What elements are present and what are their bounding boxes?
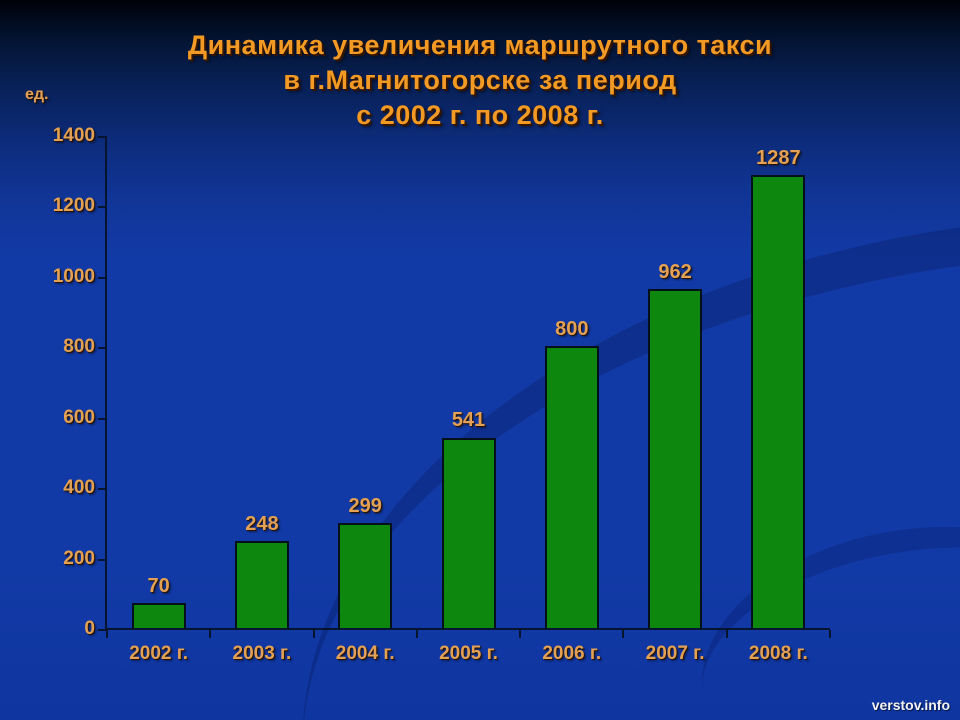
bar-2006 г.	[544, 346, 599, 628]
x-axis-category-label: 2006 г.	[542, 643, 602, 664]
x-axis-tick	[622, 630, 625, 638]
plot-area: 0 200 400 600 800 1000 1200 1400 70 2002 г. 248 200…	[53, 125, 831, 664]
chart-title-line-1: Динамика увеличения маршрутного такси	[187, 30, 773, 60]
y-axis-unit-label: ед.	[25, 86, 49, 103]
y-axis-tick	[98, 558, 107, 561]
x-axis-tick	[519, 630, 522, 638]
x-axis-tick	[209, 630, 212, 638]
x-axis-tick	[106, 630, 108, 638]
y-axis-tick	[98, 417, 107, 420]
y-axis-tick	[98, 488, 107, 491]
y-axis-tick-label: 800	[63, 336, 95, 358]
x-axis-category-label: 2003 г.	[232, 643, 292, 664]
y-axis-tick	[98, 206, 107, 209]
bar-2004 г.	[338, 522, 393, 628]
bar-2005 г.	[441, 437, 496, 628]
bar-value-label: 541	[451, 409, 486, 432]
y-axis-tick-label: 600	[63, 406, 95, 428]
y-axis-tick-label: 1200	[52, 195, 95, 217]
x-axis-tick	[415, 630, 418, 638]
bar-value-label: 299	[348, 494, 382, 517]
y-axis-tick-label: 200	[63, 547, 95, 569]
x-axis-tick	[312, 630, 315, 638]
y-axis-tick	[98, 276, 107, 279]
x-axis-category-label: 2002 г.	[129, 643, 189, 664]
bar-value-label: 248	[245, 512, 279, 535]
bar-value-label: 962	[658, 261, 692, 284]
x-axis-category-label: 2008 г.	[748, 643, 808, 664]
x-axis-tick	[829, 630, 831, 638]
y-axis-tick	[98, 136, 107, 138]
y-axis-tick	[98, 347, 107, 350]
bar-value-label: 800	[555, 318, 589, 341]
y-axis-tick-label: 400	[63, 477, 95, 499]
bar-2003 г.	[234, 540, 289, 628]
chart-title-line-2: в г.Магнитогорске за период	[283, 65, 677, 95]
x-axis-tick	[725, 630, 728, 638]
chart-title-line-3: с 2002 г. по 2008 г.	[356, 100, 604, 130]
x-axis-category-label: 2007 г.	[645, 643, 705, 664]
bar-value-label: 70	[147, 575, 170, 598]
bar-2007 г.	[648, 289, 703, 628]
y-axis-tick-label: 1400	[52, 125, 95, 146]
x-axis-category-label: 2005 г.	[439, 643, 498, 664]
chart-title: Динамика увеличения маршрутного такси в …	[0, 28, 960, 133]
bar-2002 г.	[131, 603, 186, 628]
bar-2008 г.	[751, 174, 806, 628]
y-axis-tick	[98, 629, 107, 631]
bar-value-label: 1287	[756, 146, 801, 169]
y-axis-tick-label: 1000	[52, 265, 95, 287]
watermark: verstov.info	[871, 697, 950, 713]
x-axis-category-label: 2004 г.	[335, 643, 395, 664]
y-axis-tick-label: 0	[84, 618, 95, 639]
